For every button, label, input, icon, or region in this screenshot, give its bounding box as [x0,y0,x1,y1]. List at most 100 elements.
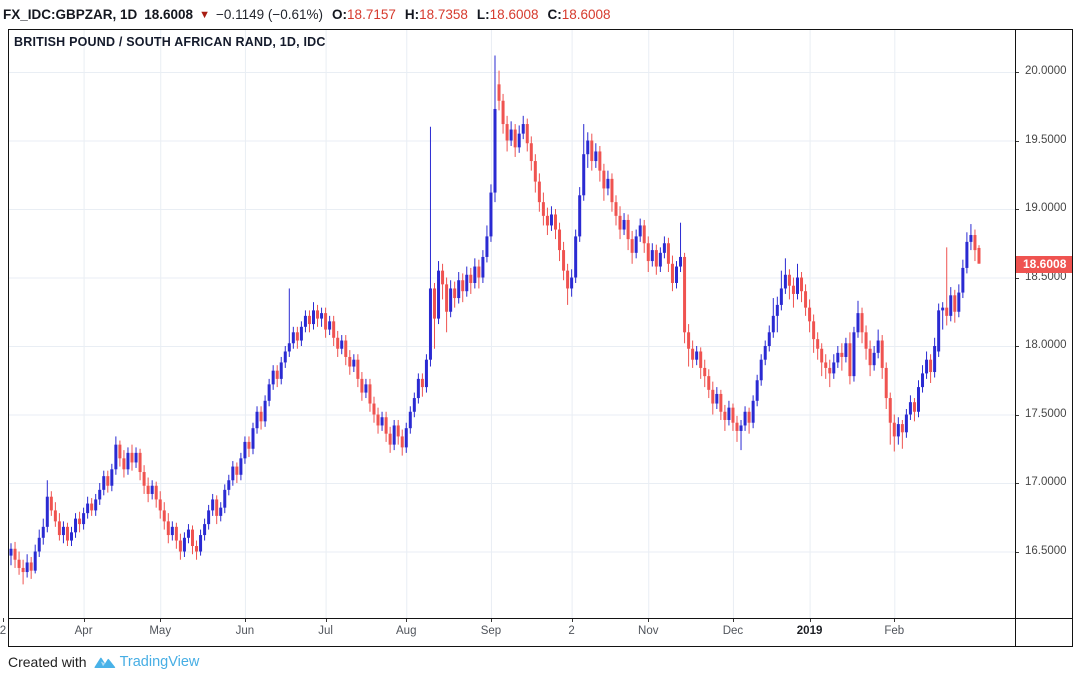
price-tick-label: 17.5000 [1025,407,1067,420]
candle-body [545,215,549,226]
candle-body [134,452,138,463]
candle-body [154,485,158,500]
price-tick-label: 20.0000 [1025,65,1067,77]
candle-body [368,384,372,404]
candle-body [380,417,384,426]
candle-body [549,214,553,226]
candle-body [493,108,497,193]
candle-body [876,340,880,353]
candle-body [574,236,578,278]
time-tick-label: Feb [884,625,905,637]
candle-body [904,414,908,433]
candle-body [892,422,896,437]
time-tick-label: Nov [638,625,659,637]
candle-body [17,559,21,568]
time-axis[interactable]: 2 Apr May Jun Jul Aug Sep 2 Nov Dec 2019 Feb [0,618,1073,647]
candle-body [630,239,634,253]
symbol-info-bar: FX_IDC:GBPZAR, 1D 18.6008 ▼ −0.1149 (−0.… [0,0,1079,29]
candle-body [162,510,166,522]
candle-body [795,277,799,294]
candle-body [598,151,602,171]
candle-body [820,348,824,363]
candle-body [255,411,259,429]
candle-body [9,548,13,556]
candle-body [295,332,299,341]
time-tick [571,618,573,622]
candle-body [973,235,977,251]
time-tick [894,618,896,622]
candle-body [513,129,517,148]
candle-body [279,362,283,379]
candle-body [812,321,816,340]
candle-body [388,433,392,445]
candle-body [529,143,533,162]
border-right [1072,29,1073,647]
candle-body [400,436,404,448]
candle-body [485,236,489,257]
candle-body [223,489,227,508]
time-tick-label: Jun [235,625,255,637]
candle-body [166,521,170,536]
candle-body [945,307,949,316]
candle-body [646,243,650,262]
candle-body [307,315,311,325]
candle-body [477,266,481,278]
symbol-and-interval: FX_IDC:GBPZAR, 1D [3,7,138,22]
candle-body [779,288,783,305]
candle-body [13,548,17,560]
candle-body [178,540,182,552]
candle-body [420,378,424,388]
candle-body [622,219,626,230]
candle-body [594,151,598,162]
candle-body [122,458,126,470]
candle-body [219,507,223,516]
candlestick-chart[interactable] [8,29,1015,618]
time-tick [244,618,246,622]
candle-body [977,247,981,264]
chart-title: BRITISH POUND / SOUTH AFRICAN RAND, 1D, … [14,35,326,49]
candle-body [755,380,759,401]
tradingview-logo-icon[interactable] [93,654,117,670]
candle-body [251,428,255,449]
candle-body [275,370,279,379]
candle-body [783,274,787,289]
candle-body [291,332,295,344]
candle-body [933,346,937,373]
time-tick [809,618,811,622]
candle-body [211,499,215,511]
tradingview-brand-text[interactable]: TradingView [119,654,200,670]
candle-body [37,537,41,552]
candle-body [259,411,263,422]
candle-body [74,518,78,533]
price-tick [1015,414,1019,416]
candle-body [816,339,820,349]
open-value: O:18.7157 [332,7,396,22]
candle-body [190,529,194,547]
candle-body [235,466,239,475]
candle-body [90,503,94,511]
candle-body [332,321,336,338]
price-axis[interactable]: 20.0000 19.5000 19.0000 18.5000 18.0000 17.50… [1015,29,1073,618]
candle-body [29,562,33,571]
candle-body [98,489,102,500]
candle-body [533,161,537,182]
time-tick-label: Sep [480,625,502,637]
candle-body [231,466,235,481]
candle-body [130,452,134,463]
candle-body [763,346,767,360]
candle-body [553,214,557,230]
candle-body [267,384,271,401]
candle-body [525,124,529,144]
candle-body [626,219,630,240]
candle-body [578,195,582,237]
time-tick [648,618,650,622]
candle-body [186,529,190,538]
candle-body [852,332,856,377]
candle-body [203,524,207,536]
price-tick [1015,277,1019,279]
candle-body [828,367,832,374]
candle-body [691,348,695,360]
candle-body [320,313,324,319]
time-tick-label: Dec [722,625,744,637]
